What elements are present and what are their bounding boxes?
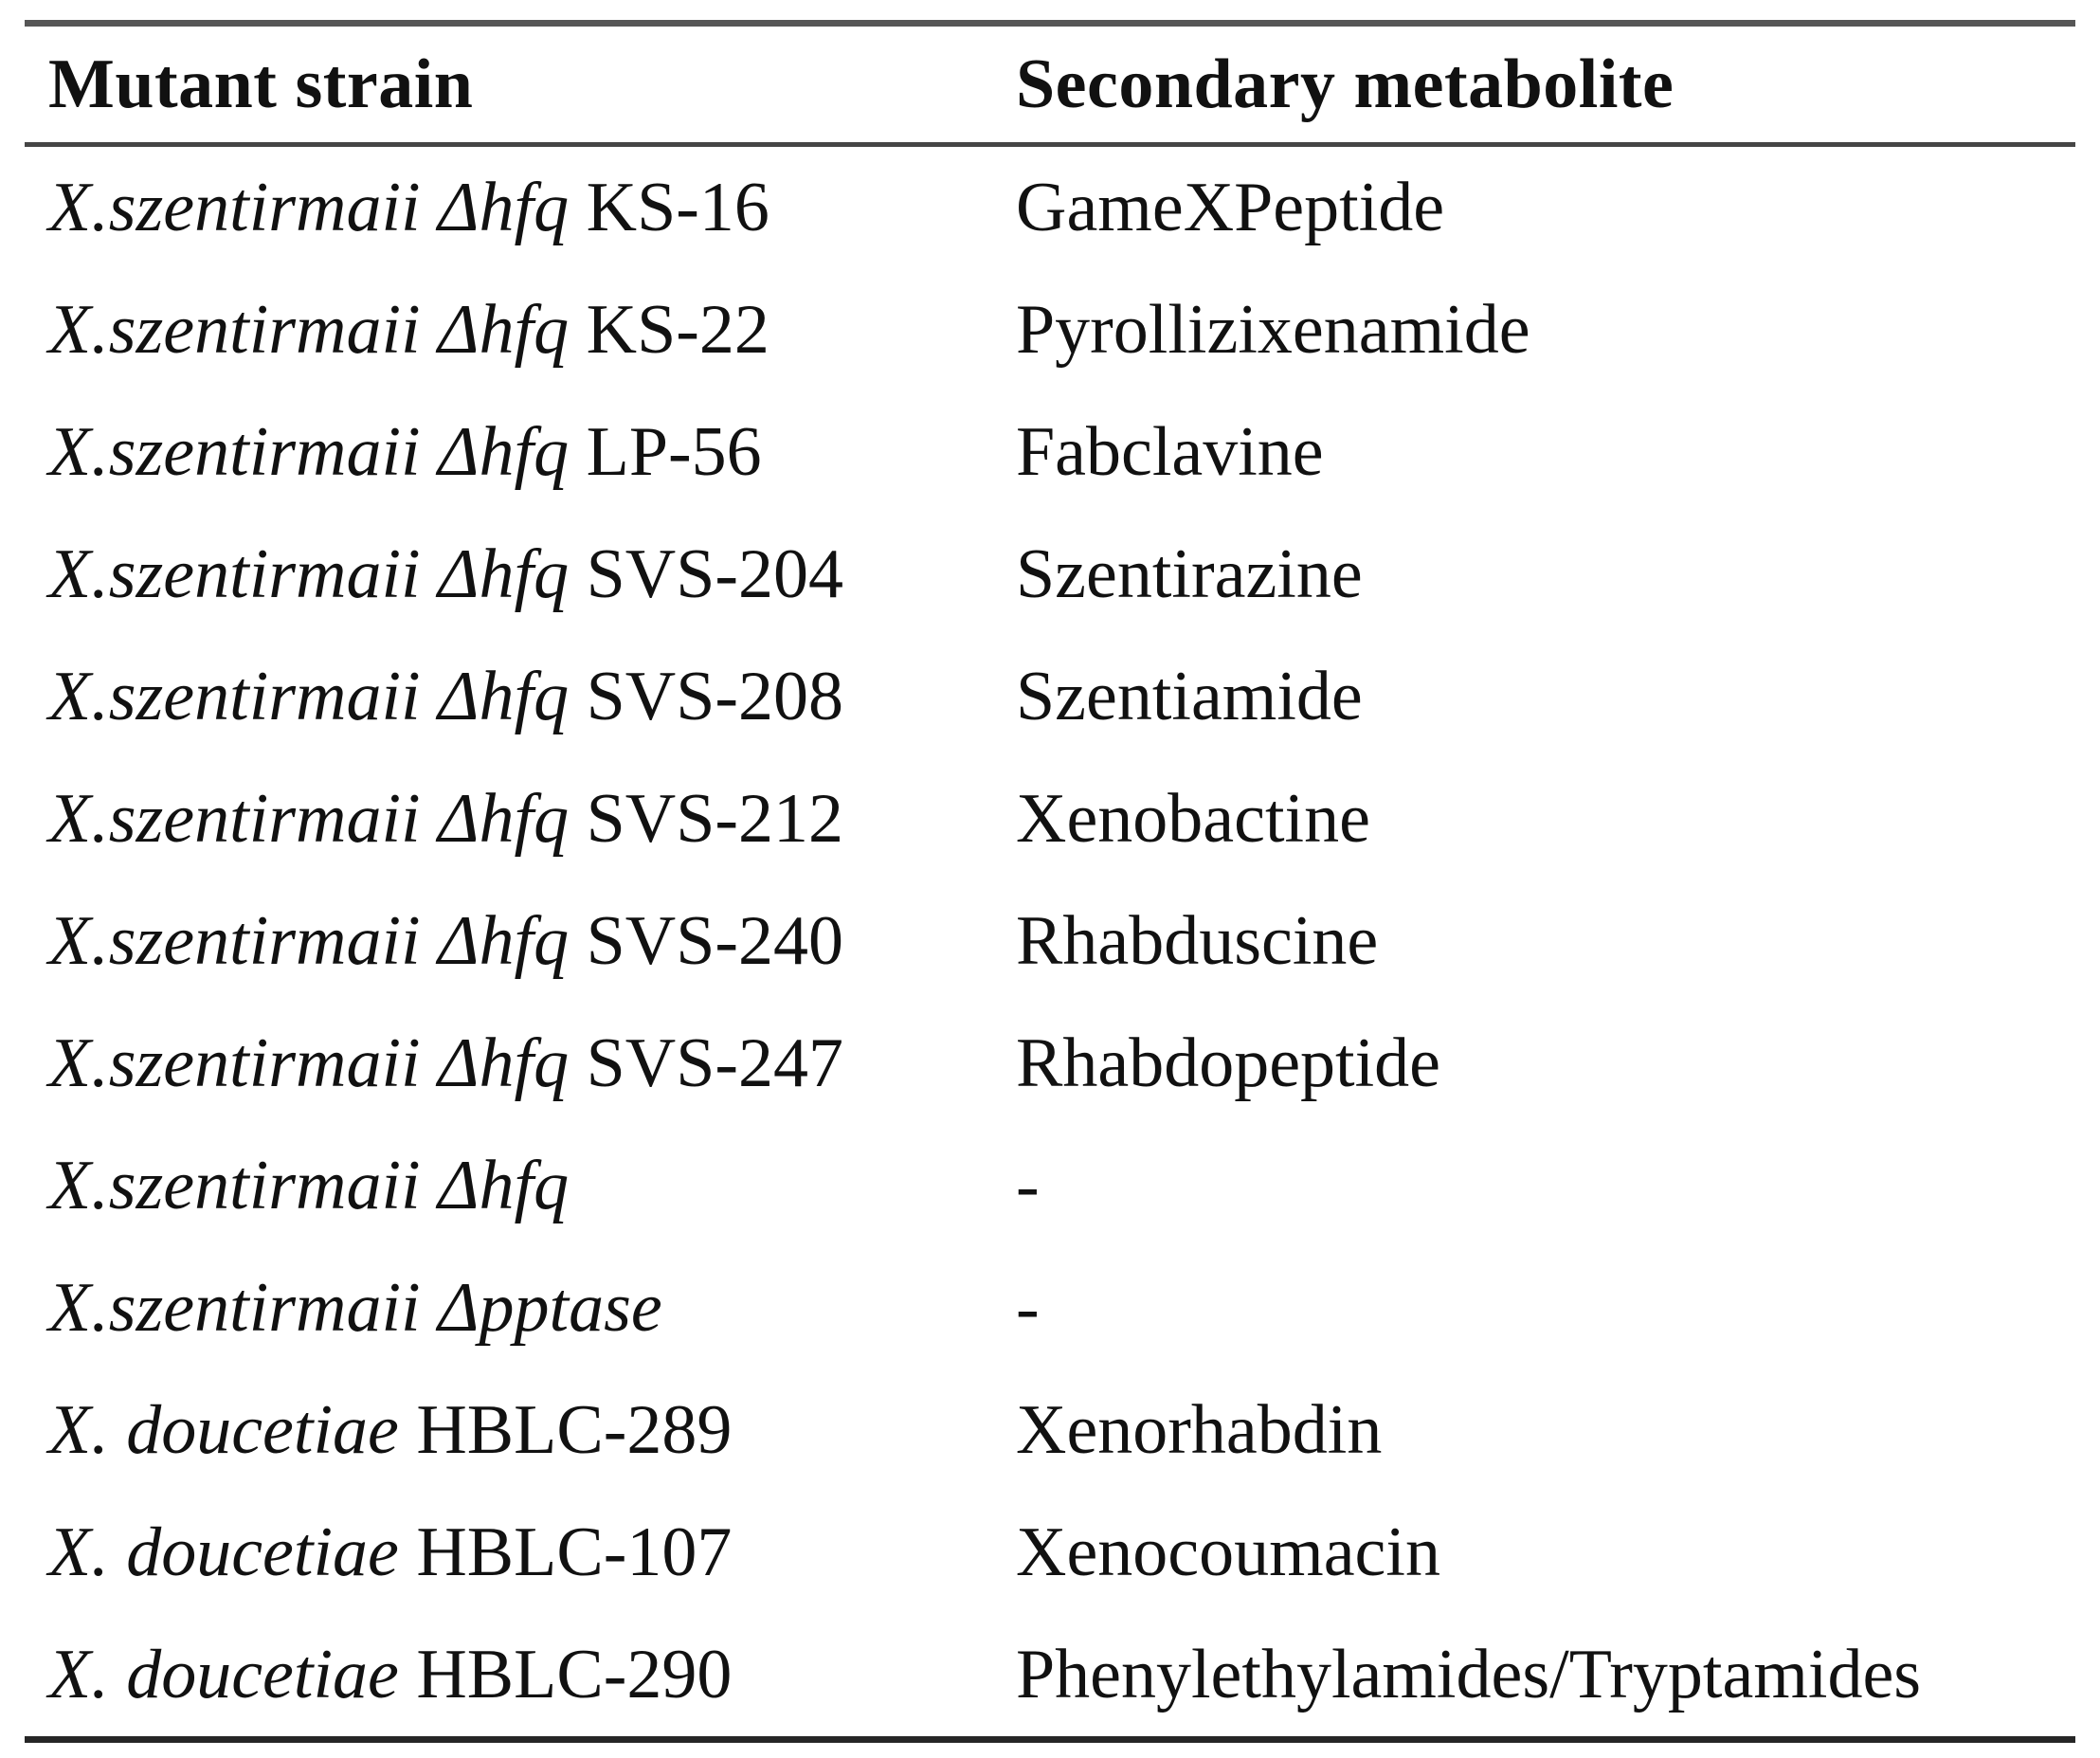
strain-id: SVS-240 xyxy=(586,902,844,980)
strain-name-italic: X.szentirmaii Δhfq xyxy=(48,1024,570,1102)
strain-cell: X.szentirmaii Δhfq KS-16 xyxy=(25,145,1016,270)
metabolite-cell: - xyxy=(1016,1147,1040,1224)
strain-name-italic: X.szentirmaii Δhfq xyxy=(48,291,570,369)
strain-cell: X.szentirmaii Δhfq xyxy=(25,1125,1016,1247)
strain-id: LP-56 xyxy=(586,413,762,491)
header-row: Mutant strain Secondary metabolite xyxy=(25,23,2075,147)
strain-id: KS-16 xyxy=(586,169,769,246)
strain-id: HBLC-107 xyxy=(416,1513,733,1591)
strain-name-italic: X.szentirmaii Δhfq xyxy=(48,658,570,735)
strain-cell: X.szentirmaii Δpptase xyxy=(25,1247,1016,1369)
strain-id: SVS-208 xyxy=(586,658,844,735)
table-row: X.szentirmaii Δhfq SVS-247 Rhabdopeptide xyxy=(25,1003,2075,1125)
metabolite-cell: Rhabdopeptide xyxy=(1016,1024,1441,1102)
metabolite-cell: Rhabduscine xyxy=(1016,902,1379,980)
strain-name-italic: X. doucetiae xyxy=(48,1513,399,1591)
column-header-mutant-strain: Mutant strain xyxy=(25,23,1016,147)
metabolite-cell: GameXPeptide xyxy=(1016,169,1445,246)
mutant-strain-metabolite-table: Mutant strain Secondary metabolite X.sze… xyxy=(25,20,2075,1743)
metabolite-cell: Phenylethylamides/Tryptamides xyxy=(1016,1636,1922,1713)
table-row: X. doucetiae HBLC-107 Xenocoumacin xyxy=(25,1492,2075,1614)
metabolite-cell: Xenorhabdin xyxy=(1016,1391,1383,1469)
metabolite-cell: Pyrollizixenamide xyxy=(1016,291,1530,369)
strain-cell: X.szentirmaii Δhfq KS-22 xyxy=(25,269,1016,391)
table-row: X.szentirmaii Δhfq SVS-208 Szentiamide xyxy=(25,636,2075,758)
strain-cell: X. doucetiae HBLC-289 xyxy=(25,1369,1016,1492)
metabolite-cell: Xenobactine xyxy=(1016,780,1370,858)
strain-name-italic: X.szentirmaii Δhfq xyxy=(48,535,570,613)
strain-cell: X.szentirmaii Δhfq SVS-247 xyxy=(25,1003,1016,1125)
strain-id: SVS-247 xyxy=(586,1024,844,1102)
strain-cell: X.szentirmaii Δhfq SVS-204 xyxy=(25,514,1016,636)
table-row: X.szentirmaii Δhfq LP-56 Fabclavine xyxy=(25,391,2075,514)
metabolite-cell: - xyxy=(1016,1269,1040,1347)
strain-cell: X. doucetiae HBLC-107 xyxy=(25,1492,1016,1614)
strain-id: KS-22 xyxy=(586,291,769,369)
metabolite-cell: Szentirazine xyxy=(1016,535,1363,613)
strain-name-italic: X. doucetiae xyxy=(48,1391,399,1469)
table-row: X.szentirmaii Δhfq SVS-212 Xenobactine xyxy=(25,758,2075,880)
table-row: X. doucetiae HBLC-289 Xenorhabdin xyxy=(25,1369,2075,1492)
strain-id: SVS-212 xyxy=(586,780,844,858)
strain-name-italic: X.szentirmaii Δhfq xyxy=(48,902,570,980)
strain-name-italic: X.szentirmaii Δhfq xyxy=(48,169,570,246)
metabolite-cell: Xenocoumacin xyxy=(1016,1513,1440,1591)
strain-cell: X. doucetiae HBLC-290 xyxy=(25,1614,1016,1740)
strain-cell: X.szentirmaii Δhfq SVS-208 xyxy=(25,636,1016,758)
column-header-secondary-metabolite: Secondary metabolite xyxy=(1016,23,2075,147)
strain-id: HBLC-290 xyxy=(416,1636,733,1713)
table-row: X.szentirmaii Δhfq KS-16 GameXPeptide xyxy=(25,145,2075,270)
metabolite-cell: Szentiamide xyxy=(1016,658,1363,735)
strain-id: SVS-204 xyxy=(586,535,844,613)
strain-name-italic: X. doucetiae xyxy=(48,1636,399,1713)
table-body: X.szentirmaii Δhfq KS-16 GameXPeptide X.… xyxy=(25,145,2075,1740)
table-row: X.szentirmaii Δpptase - xyxy=(25,1247,2075,1369)
strain-name-italic: X.szentirmaii Δhfq xyxy=(48,780,570,858)
strain-id: HBLC-289 xyxy=(416,1391,733,1469)
table-row: X.szentirmaii Δhfq SVS-204 Szentirazine xyxy=(25,514,2075,636)
metabolite-table-container: Mutant strain Secondary metabolite X.sze… xyxy=(25,20,2075,1743)
strain-name-italic: X.szentirmaii Δhfq xyxy=(48,1147,570,1224)
strain-name-italic: X.szentirmaii Δpptase xyxy=(48,1269,662,1347)
strain-cell: X.szentirmaii Δhfq LP-56 xyxy=(25,391,1016,514)
strain-cell: X.szentirmaii Δhfq SVS-240 xyxy=(25,880,1016,1003)
metabolite-cell: Fabclavine xyxy=(1016,413,1324,491)
strain-cell: X.szentirmaii Δhfq SVS-212 xyxy=(25,758,1016,880)
table-row: X.szentirmaii Δhfq KS-22 Pyrollizixenami… xyxy=(25,269,2075,391)
table-row: X. doucetiae HBLC-290 Phenylethylamides/… xyxy=(25,1614,2075,1740)
table-row: X.szentirmaii Δhfq SVS-240 Rhabduscine xyxy=(25,880,2075,1003)
strain-name-italic: X.szentirmaii Δhfq xyxy=(48,413,570,491)
table-header: Mutant strain Secondary metabolite xyxy=(25,23,2075,147)
table-row: X.szentirmaii Δhfq - xyxy=(25,1125,2075,1247)
